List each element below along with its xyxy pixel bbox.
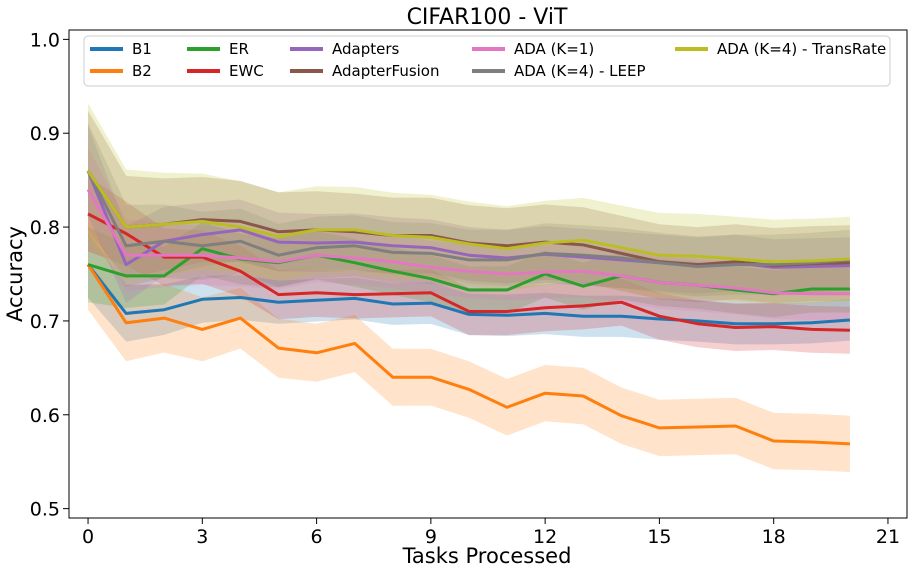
line-series-8 <box>86 169 850 264</box>
legend: B1 B2 ER EWC Adapters AdapterFusion ADA (K=1) A… <box>83 35 891 87</box>
x-tick-label: 12 <box>533 526 557 548</box>
line-series-3 <box>87 212 850 332</box>
y-tick-label: 0.6 <box>30 405 60 427</box>
y-tick-label: 0.9 <box>30 123 60 145</box>
band-series-3 <box>88 176 850 354</box>
band-series-2 <box>88 222 850 318</box>
legend-label: AdapterFusion <box>332 62 440 80</box>
x-tick-label: 0 <box>82 526 94 548</box>
legend-label: B1 <box>132 40 152 58</box>
y-axis: 0.5 0.6 0.7 0.8 0.9 1.0 <box>30 29 69 521</box>
line-series-0 <box>86 263 851 326</box>
legend-label: ADA (K=4) - LEEP <box>514 62 646 80</box>
line-series-1 <box>86 263 850 446</box>
x-tick-label: 18 <box>762 526 786 548</box>
chart-title: CIFAR100 - ViT <box>407 5 568 30</box>
x-tick-label: 15 <box>647 526 671 548</box>
legend-label: Adapters <box>332 40 400 58</box>
legend-label: B2 <box>132 62 152 80</box>
band-series-4 <box>88 125 850 303</box>
band-series-6 <box>88 147 850 320</box>
x-axis: 0 3 6 9 12 15 18 21 <box>82 518 900 548</box>
y-axis-title: Accuracy <box>3 226 27 322</box>
legend-label: ADA (K=4) - TransRate <box>717 40 886 58</box>
legend-label: EWC <box>229 62 264 80</box>
y-tick-label: 1.0 <box>30 29 60 51</box>
plot-frame <box>68 29 908 519</box>
series-lines <box>86 169 851 446</box>
x-tick-label: 21 <box>876 526 900 548</box>
band-series-7 <box>88 122 850 297</box>
x-tick-label: 9 <box>425 526 437 548</box>
x-tick-label: 6 <box>311 526 323 548</box>
x-tick-label: 3 <box>196 526 208 548</box>
line-series-7 <box>86 170 851 268</box>
y-tick-label: 0.5 <box>30 499 60 521</box>
y-tick-label: 0.7 <box>30 311 60 333</box>
legend-label: ER <box>229 40 249 58</box>
x-axis-title: Tasks Processed <box>402 544 572 568</box>
legend-label: ADA (K=1) <box>514 40 594 58</box>
line-series-6 <box>86 188 850 296</box>
y-tick-label: 0.8 <box>30 217 60 239</box>
band-series-1 <box>88 219 850 472</box>
